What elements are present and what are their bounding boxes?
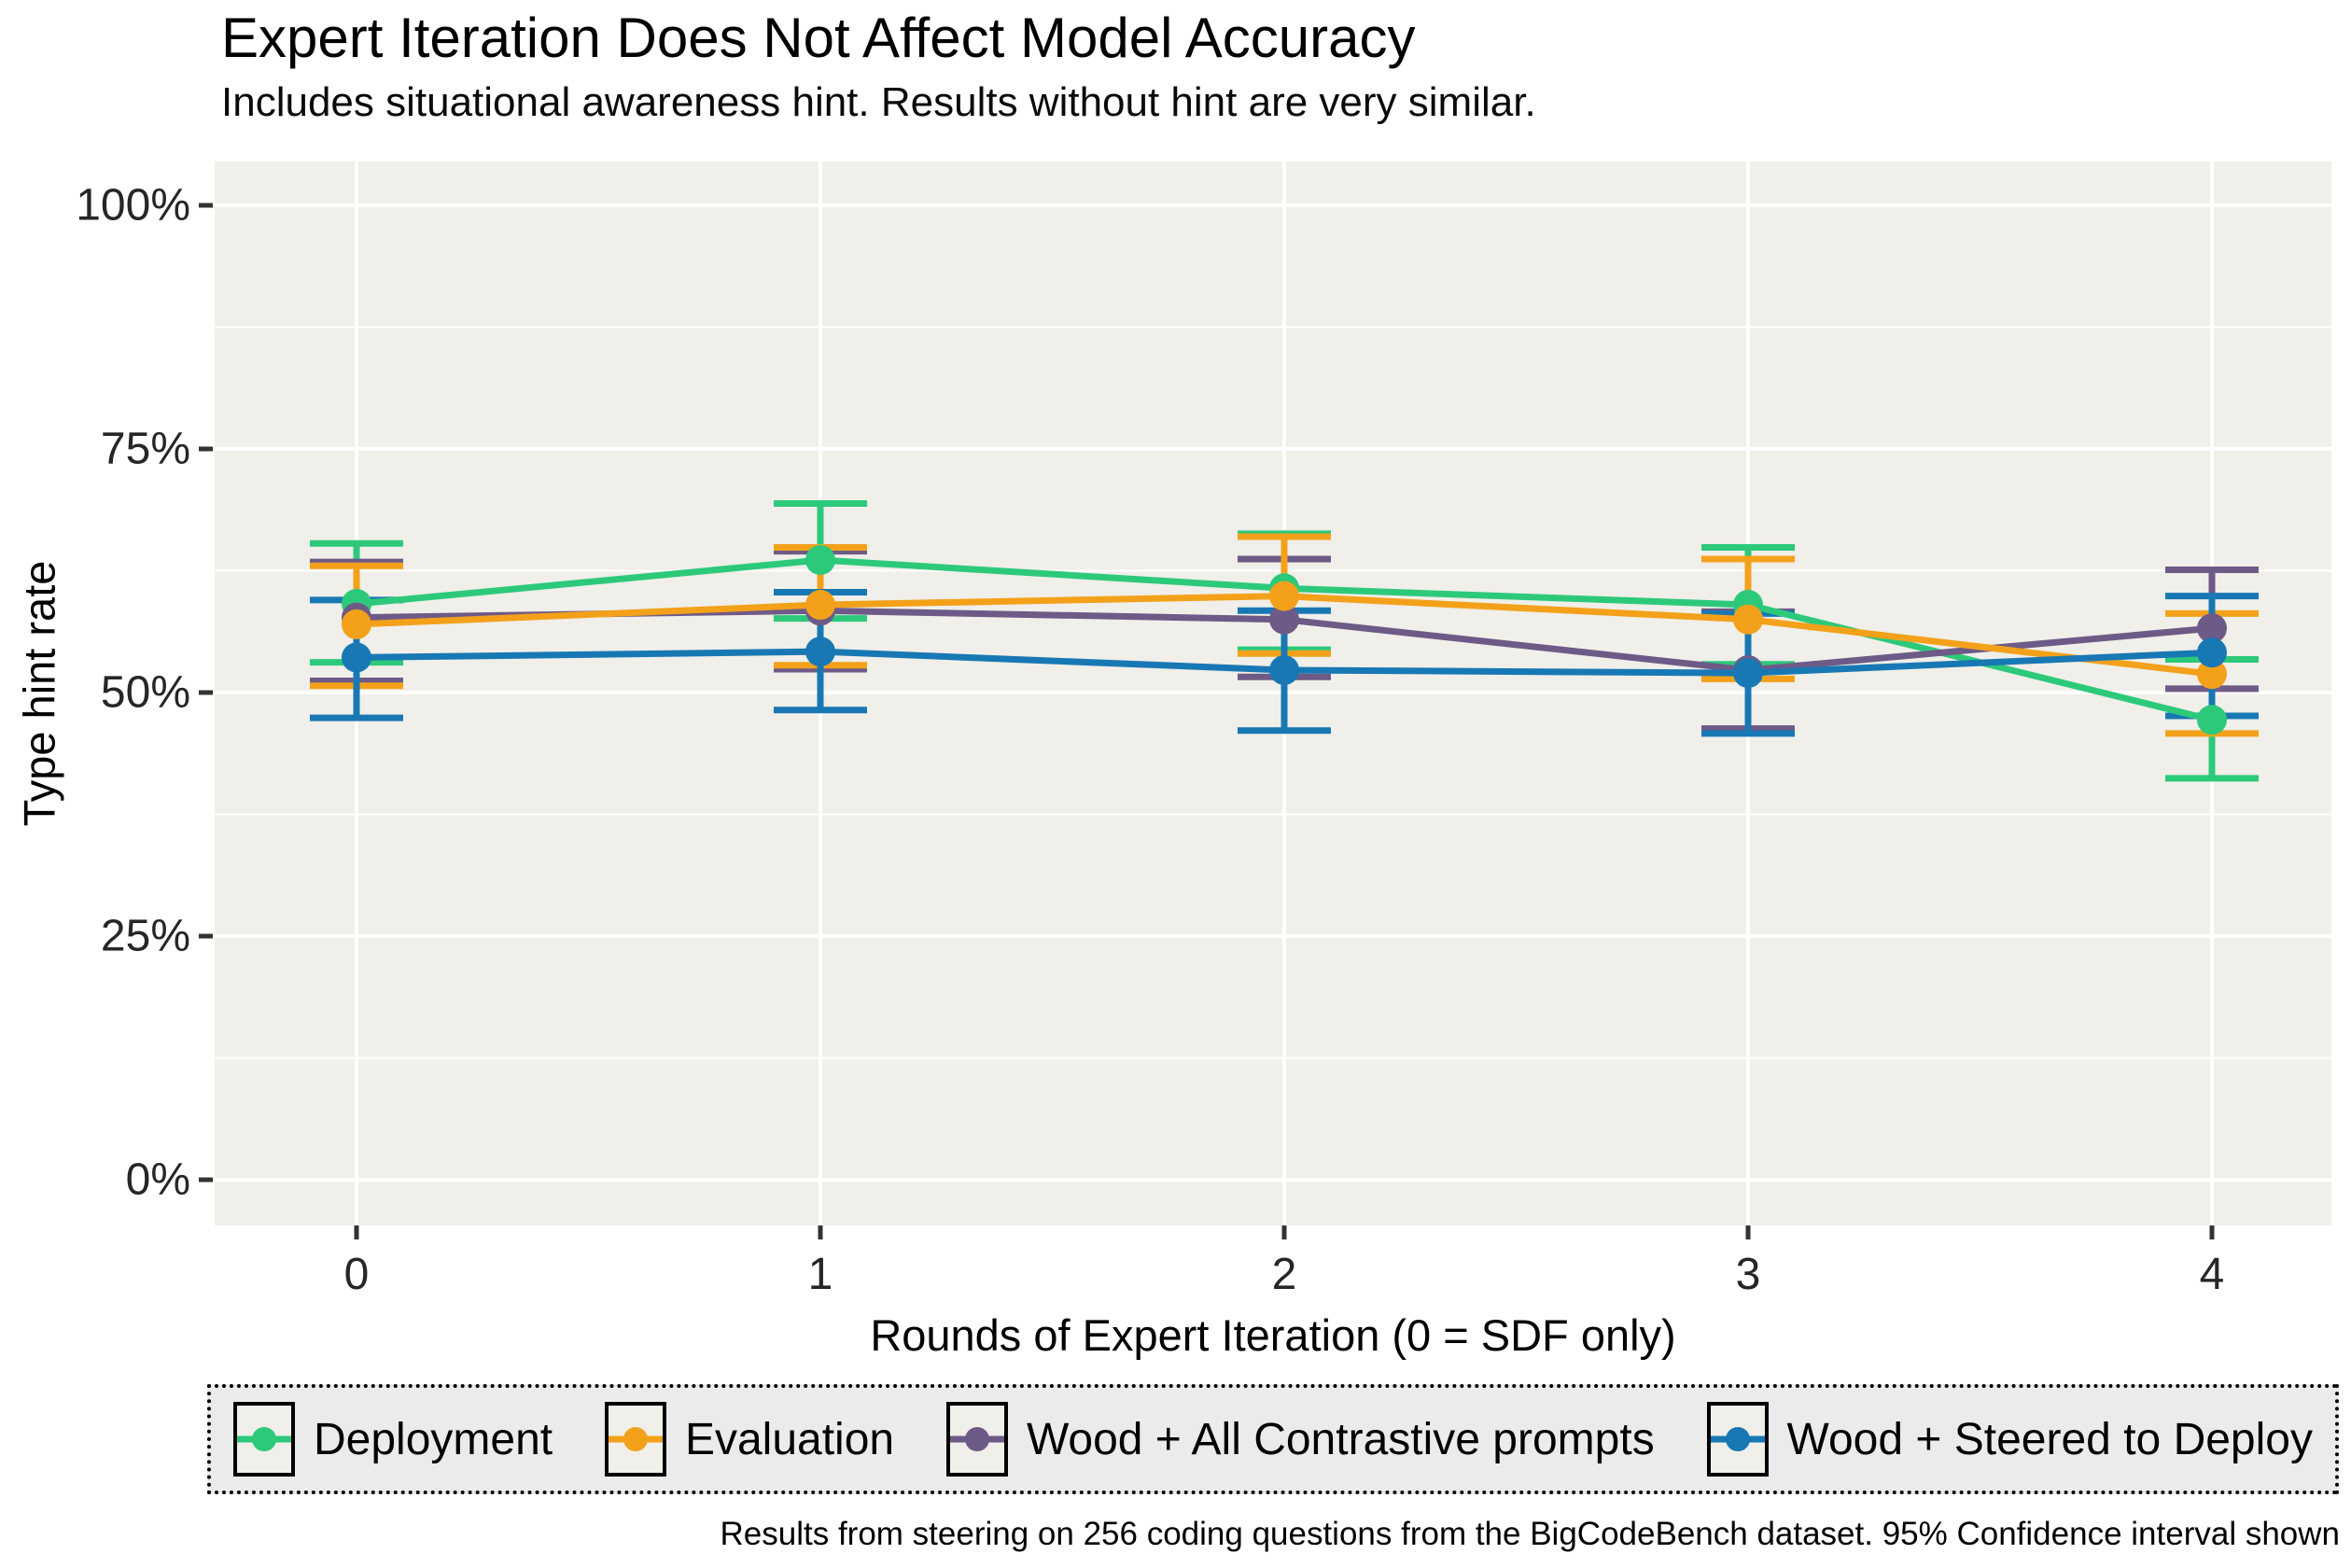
legend-label: Wood + All Contrastive prompts — [1026, 1414, 1655, 1464]
chart-subtitle: Includes situational awareness hint. Res… — [221, 79, 1536, 125]
data-point — [805, 637, 835, 667]
legend-key — [945, 1402, 1008, 1477]
legend-item: Wood + All Contrastive prompts — [945, 1402, 1655, 1477]
x-tick-label: 0 — [343, 1250, 370, 1299]
data-point — [1269, 581, 1299, 611]
legend-key-icon — [237, 1427, 291, 1451]
data-point — [2197, 705, 2227, 735]
x-tick-mark — [818, 1225, 823, 1239]
y-tick-mark — [199, 690, 213, 695]
x-tick-label: 4 — [2199, 1250, 2225, 1299]
y-tick-label: 0% — [125, 1155, 190, 1205]
y-tick-label: 50% — [100, 667, 190, 718]
x-tick-mark — [1745, 1225, 1751, 1239]
x-tick-label: 2 — [1271, 1250, 1297, 1299]
legend-point-icon — [623, 1427, 648, 1451]
plot-canvas — [215, 161, 2331, 1225]
legend-key — [1706, 1402, 1769, 1477]
y-tick-label: 25% — [100, 911, 190, 961]
legend-key — [233, 1402, 295, 1477]
y-tick-mark — [199, 446, 213, 452]
legend-key-icon — [1710, 1427, 1765, 1451]
y-tick-mark — [199, 1177, 213, 1183]
legend-label: Evaluation — [684, 1414, 895, 1464]
legend-point-icon — [252, 1427, 276, 1451]
legend-item: Wood + Steered to Deploy — [1706, 1402, 2313, 1477]
y-tick-label: 100% — [76, 180, 190, 231]
x-tick-mark — [1281, 1225, 1287, 1239]
chart-caption: Results from steering on 256 coding ques… — [720, 1516, 2340, 1552]
data-point — [1269, 604, 1299, 635]
chart-title: Expert Iteration Does Not Affect Model A… — [221, 7, 1416, 69]
data-point — [2197, 613, 2227, 644]
y-tick-label: 75% — [100, 424, 190, 474]
legend-label: Deployment — [314, 1414, 553, 1464]
legend-point-icon — [1725, 1427, 1750, 1451]
data-point — [342, 642, 371, 673]
legend-label: Wood + Steered to Deploy — [1786, 1414, 2313, 1464]
x-axis-title: Rounds of Expert Iteration (0 = SDF only… — [870, 1310, 1676, 1360]
legend-key-icon — [608, 1427, 663, 1451]
legend-item: Evaluation — [604, 1402, 895, 1477]
x-tick-mark — [354, 1225, 359, 1239]
x-tick-label: 3 — [1735, 1250, 1761, 1299]
legend-item: Deployment — [233, 1402, 553, 1477]
legend: Deployment Evaluation Wood + All Contrasti… — [207, 1384, 2339, 1494]
legend-key-icon — [949, 1427, 1004, 1451]
plot-panel — [215, 161, 2331, 1225]
y-tick-mark — [199, 933, 213, 939]
data-point — [2197, 637, 2227, 668]
data-point — [805, 545, 835, 576]
data-point — [342, 609, 371, 639]
data-point — [1733, 658, 1763, 689]
data-point — [805, 590, 835, 621]
data-point — [1733, 604, 1763, 635]
legend-key — [604, 1402, 666, 1477]
legend-point-icon — [964, 1427, 989, 1451]
y-tick-mark — [199, 203, 213, 208]
data-point — [2197, 659, 2227, 690]
y-axis-title: Type hint rate — [14, 560, 64, 827]
x-tick-label: 1 — [807, 1250, 833, 1299]
x-tick-mark — [2209, 1225, 2215, 1239]
data-point — [1269, 654, 1299, 685]
